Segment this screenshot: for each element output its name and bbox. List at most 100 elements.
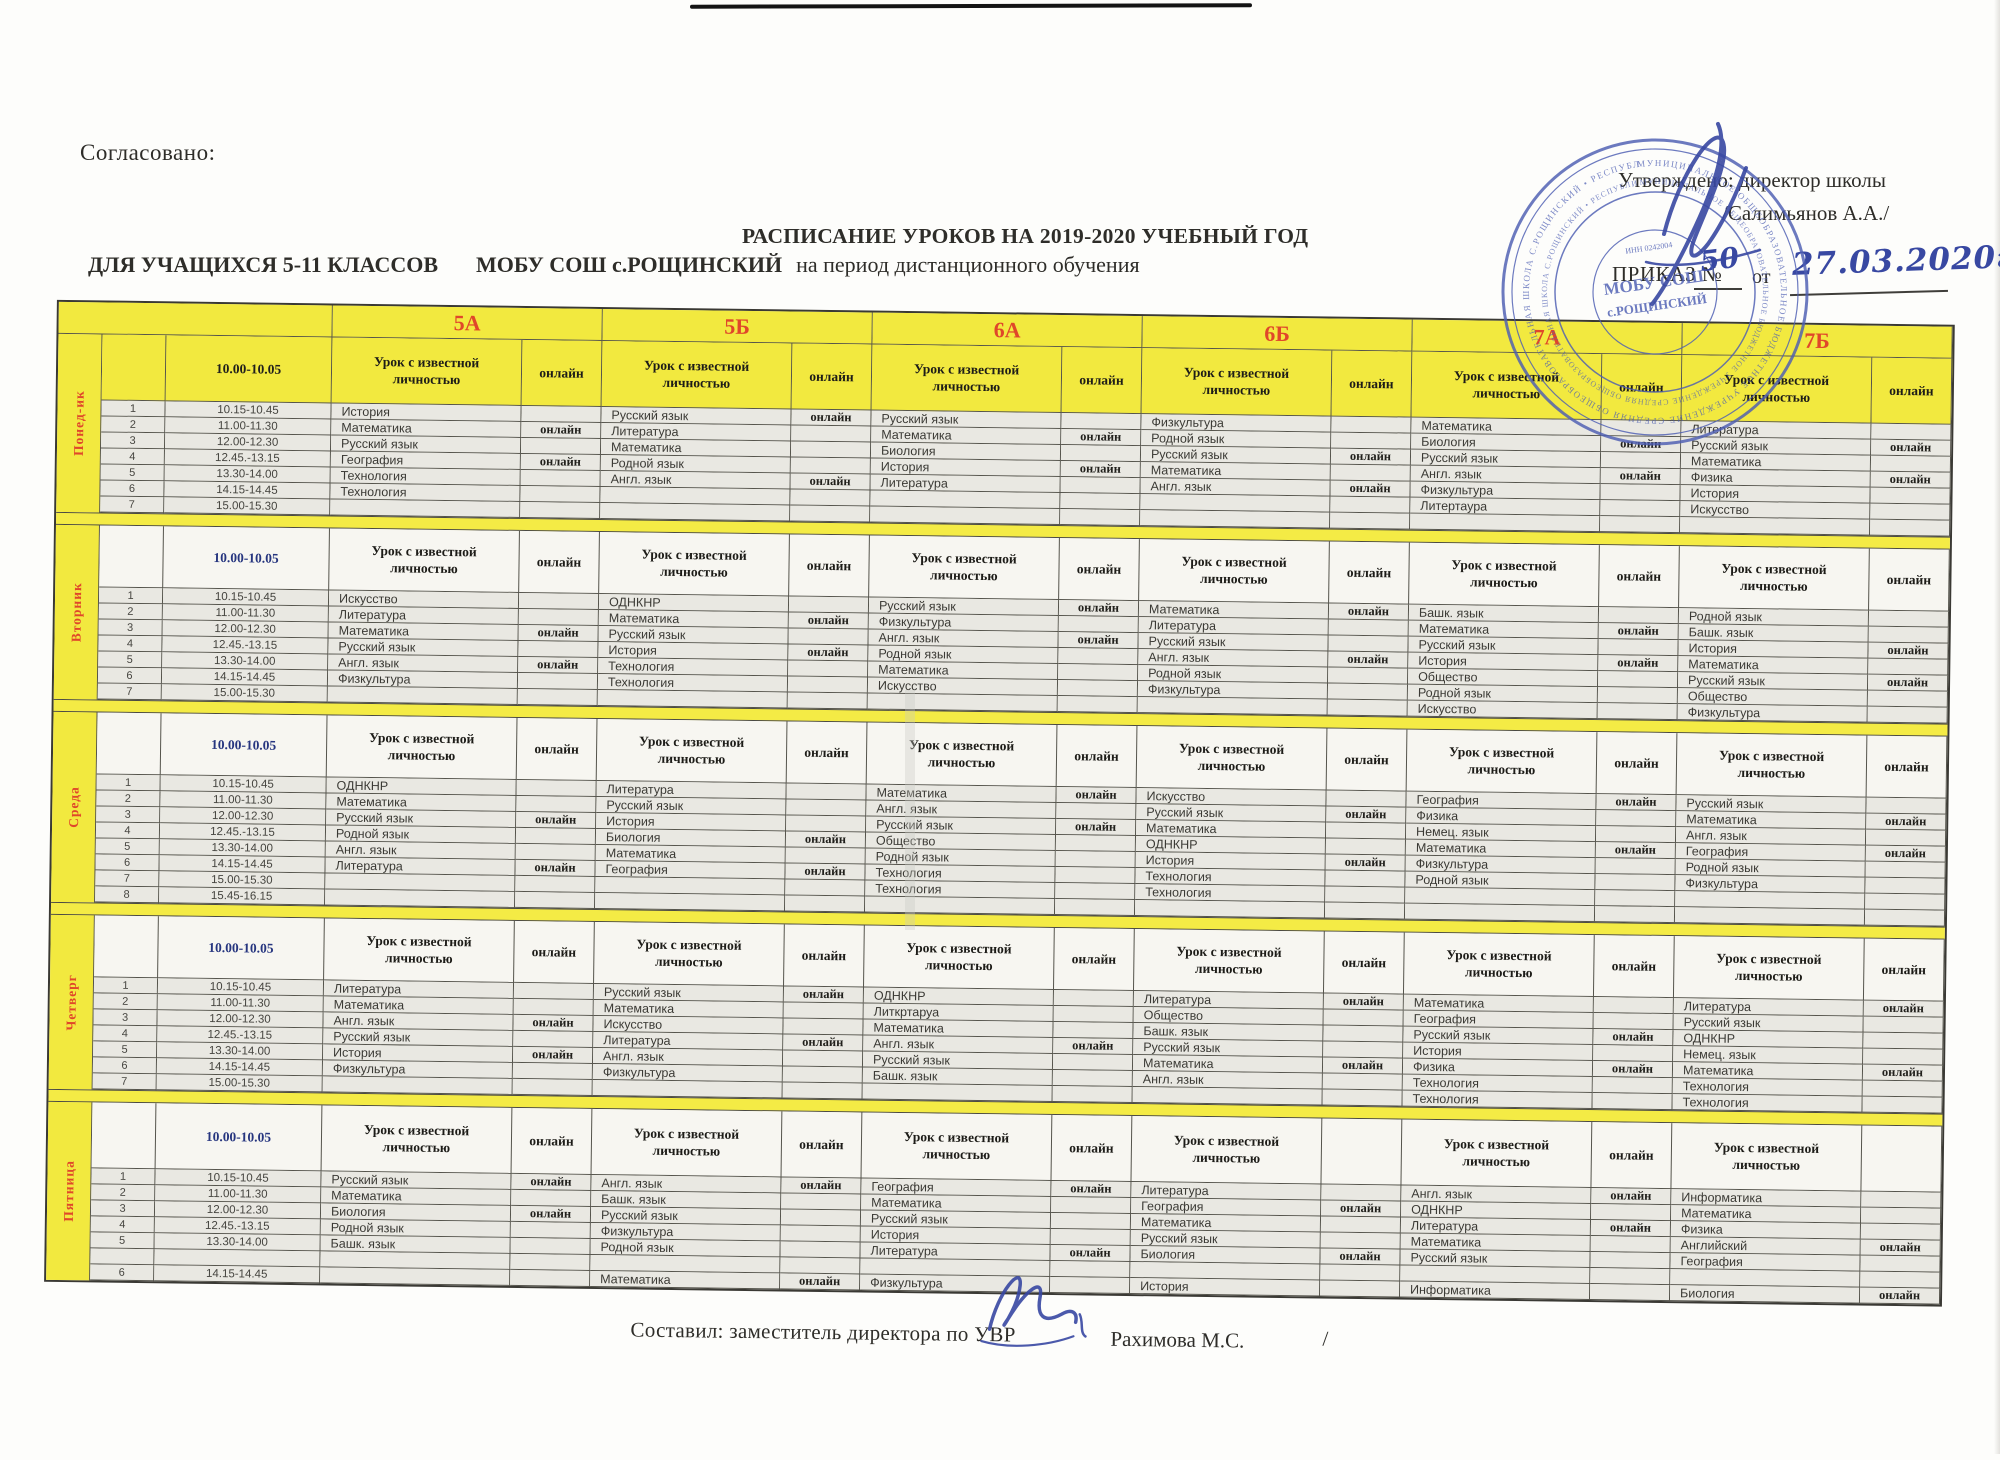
online-cell bbox=[1330, 464, 1411, 482]
online-cell: онлайн bbox=[1058, 600, 1140, 618]
online-cell bbox=[1055, 867, 1136, 885]
morning-slot-label: 10.00-10.05 bbox=[163, 526, 330, 591]
online-cell bbox=[513, 998, 594, 1016]
online-cell bbox=[1860, 1223, 1941, 1241]
online-cell bbox=[1323, 1009, 1404, 1027]
subject-cell bbox=[600, 503, 791, 522]
online-cell bbox=[782, 1050, 864, 1068]
online-cell: онлайн bbox=[1865, 845, 1946, 863]
row-number: 5 bbox=[93, 1041, 158, 1059]
online-cell bbox=[1594, 906, 1676, 924]
online-cell bbox=[521, 405, 602, 424]
lesson-header-5: Урок с известной личностью bbox=[1403, 932, 1595, 998]
online-cell bbox=[510, 1237, 591, 1255]
online-cell bbox=[1595, 858, 1676, 876]
subject-cell bbox=[864, 896, 1056, 915]
online-cell bbox=[783, 1002, 864, 1020]
day-cell: Пятница bbox=[46, 1101, 93, 1281]
order-date-handwritten: 27.03.2020г bbox=[1791, 239, 2000, 283]
online-cell bbox=[1325, 838, 1406, 856]
online-cell: онлайн bbox=[1326, 806, 1407, 824]
online-cell bbox=[1860, 1207, 1942, 1225]
row-number: 5 bbox=[100, 464, 165, 482]
online-cell bbox=[512, 1062, 593, 1080]
online-cell bbox=[520, 501, 601, 520]
row-number: 1 bbox=[91, 1168, 156, 1186]
online-cell bbox=[1870, 487, 1951, 505]
online-cell: онлайн bbox=[1596, 794, 1677, 812]
day-cell: Понед-ик bbox=[56, 333, 103, 513]
online-cell: онлайн bbox=[521, 421, 602, 440]
online-cell: онлайн bbox=[1592, 1061, 1674, 1079]
online-header-3: онлайн bbox=[1059, 538, 1140, 602]
subject-cell bbox=[597, 689, 788, 709]
online-cell: онлайн bbox=[1868, 642, 1949, 660]
online-cell bbox=[1863, 1032, 1944, 1050]
online-cell: онлайн bbox=[783, 1034, 864, 1052]
lesson-header-5: Урок с известной личностью bbox=[1401, 1119, 1593, 1189]
time-cell: 15.45-16.15 bbox=[159, 887, 326, 906]
online-cell bbox=[1328, 635, 1409, 653]
online-cell: онлайн bbox=[785, 831, 867, 849]
online-cell bbox=[1595, 874, 1676, 892]
row-number: 7 bbox=[100, 496, 165, 514]
lesson-header-6: Урок с известной личностью bbox=[1679, 546, 1870, 611]
online-cell bbox=[1597, 671, 1679, 689]
row-number: 4 bbox=[100, 448, 165, 466]
subject-cell: Технология bbox=[1672, 1094, 1863, 1113]
online-cell bbox=[787, 692, 868, 710]
online-cell: онлайн bbox=[1593, 1029, 1674, 1047]
online-cell: онлайн bbox=[512, 1046, 594, 1064]
subject-cell: Технология bbox=[1402, 1090, 1593, 1110]
lesson-header-4: Урок с известной личностью bbox=[1139, 539, 1330, 604]
online-cell: онлайн bbox=[1591, 1188, 1672, 1206]
online-cell bbox=[1055, 851, 1136, 869]
online-cell: онлайн bbox=[1862, 1064, 1944, 1082]
online-cell: онлайн bbox=[785, 863, 866, 881]
online-cell bbox=[1325, 870, 1406, 888]
lesson-header-1: Урок с известной личностью bbox=[331, 337, 523, 406]
class-header-4: 6Б bbox=[1142, 316, 1413, 352]
time-cell: 15.00-15.30 bbox=[164, 497, 331, 516]
class-header-1: 5А bbox=[332, 305, 603, 342]
online-cell bbox=[786, 783, 867, 801]
day-block-4: Четверг 10.00-10.05 Урок с известной лично… bbox=[48, 914, 1945, 1114]
online-cell bbox=[1867, 690, 1948, 708]
online-cell bbox=[1860, 1255, 1941, 1273]
online-cell bbox=[1863, 1048, 1944, 1066]
online-cell bbox=[1053, 1005, 1134, 1024]
lesson-header-6: Урок с известной личностью bbox=[1676, 733, 1868, 798]
online-cell bbox=[1060, 509, 1141, 527]
online-cell bbox=[520, 469, 601, 488]
online-cell bbox=[1864, 909, 1946, 927]
day-label: Вторник bbox=[67, 582, 84, 643]
subject-cell bbox=[862, 1083, 1053, 1102]
online-cell: онлайн bbox=[511, 1173, 592, 1191]
morning-slot-label: 10.00-10.05 bbox=[160, 713, 328, 778]
row-number: 8 bbox=[95, 886, 160, 904]
online-cell bbox=[1320, 1232, 1401, 1250]
lesson-header-3: Урок с известной личностью bbox=[864, 925, 1055, 990]
online-cell bbox=[1321, 1184, 1402, 1202]
lesson-header-4: Урок с известной личностью bbox=[1136, 726, 1328, 791]
day-label: Пятница bbox=[60, 1160, 77, 1222]
page-subtitle: ДЛЯ УЧАЩИХСЯ 5-11 КЛАССОВ МОБУ СОШ с.РОЩИ… bbox=[88, 252, 1140, 278]
morning-slot-label: 10.00-10.05 bbox=[155, 1103, 323, 1172]
online-cell bbox=[1054, 898, 1136, 917]
composer-signature bbox=[980, 1276, 1087, 1347]
subject-cell: Информатика bbox=[1399, 1281, 1591, 1301]
scanned-sheet: 5А 5Б 6А 6Б 7А 7Б Понед-ик 10.00-10.05 Урок с из… bbox=[31, 295, 1956, 1460]
subject-cell: Искусство bbox=[1407, 700, 1598, 720]
online-cell bbox=[1865, 829, 1947, 847]
online-cell bbox=[1868, 610, 1950, 628]
row-number: 1 bbox=[93, 977, 159, 995]
composer-label: Составил: заместитель директора по УВР bbox=[630, 1317, 1016, 1347]
footer-slash: / bbox=[1322, 1326, 1329, 1351]
class-row-spacer bbox=[58, 301, 333, 338]
order-preposition: от bbox=[1752, 266, 1771, 288]
subtitle-classes: ДЛЯ УЧАЩИХСЯ 5-11 КЛАССОВ bbox=[88, 252, 439, 277]
row-number: 3 bbox=[98, 619, 163, 637]
header-num-spacer bbox=[91, 1102, 157, 1170]
online-cell bbox=[1591, 1204, 1672, 1222]
